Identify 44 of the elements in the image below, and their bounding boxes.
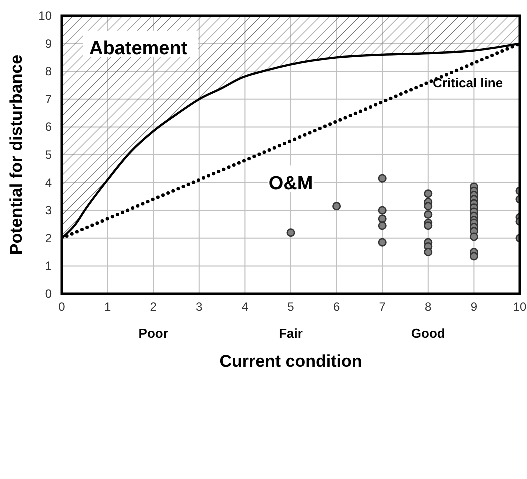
point xyxy=(424,248,433,257)
point xyxy=(424,202,433,211)
point xyxy=(424,190,433,198)
annotation: O&M xyxy=(268,173,314,194)
y-axis-title: Potential for disturbance xyxy=(7,54,26,256)
y-tick-label: 4 xyxy=(45,176,52,190)
x-tick-label: 8 xyxy=(425,300,432,314)
x-tick-label: 3 xyxy=(196,300,204,314)
point xyxy=(378,174,387,183)
y-tick-label: 9 xyxy=(45,36,52,51)
y-tick-label: 3 xyxy=(45,204,52,218)
x-tick-label: 5 xyxy=(288,300,295,314)
x-tick-label: 7 xyxy=(379,300,386,314)
x-tick-label: 4 xyxy=(242,300,249,314)
point xyxy=(470,232,478,242)
x-tick-label: 1 xyxy=(104,300,112,314)
point xyxy=(286,228,296,238)
y-tick-label: 7 xyxy=(45,92,52,106)
point xyxy=(470,252,478,261)
annotation: Critical line xyxy=(432,75,504,90)
y-tick-label: 0 xyxy=(45,287,52,301)
y-tick-label: 5 xyxy=(45,148,52,162)
point xyxy=(424,210,433,220)
text: Good xyxy=(411,326,446,341)
text: Fair xyxy=(279,326,303,341)
x-tick-label: 9 xyxy=(470,300,478,314)
y-tick-label: 2 xyxy=(45,231,52,246)
x-tick-label: 10 xyxy=(513,300,527,314)
point xyxy=(378,238,387,247)
x-tick-label: 6 xyxy=(333,300,340,314)
annotation: Abatement xyxy=(89,38,188,60)
y-tick-label: 10 xyxy=(38,9,52,23)
point xyxy=(378,214,387,224)
x-tick-label: 0 xyxy=(58,300,66,314)
text: Poor xyxy=(138,326,168,341)
point xyxy=(378,206,387,215)
y-tick-label: 8 xyxy=(45,64,52,79)
point xyxy=(424,222,433,230)
point xyxy=(378,222,387,230)
y-tick-label: 1 xyxy=(45,259,52,274)
point xyxy=(332,202,342,211)
x-tick-label: 2 xyxy=(150,300,158,314)
y-tick-label: 6 xyxy=(45,120,52,134)
x-axis-title: Current condition xyxy=(220,352,362,371)
